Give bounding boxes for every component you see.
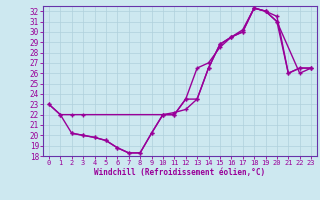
X-axis label: Windchill (Refroidissement éolien,°C): Windchill (Refroidissement éolien,°C) [94,168,266,177]
